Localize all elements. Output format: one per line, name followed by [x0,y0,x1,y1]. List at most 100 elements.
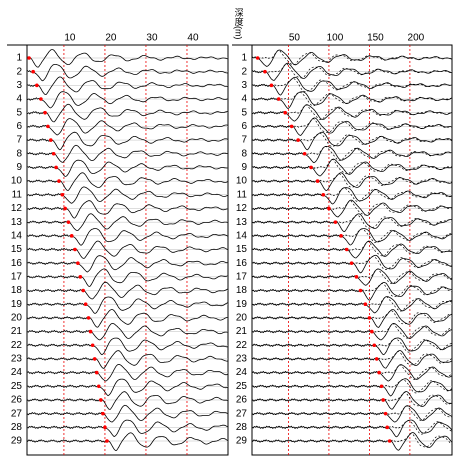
first-arrival-pick [51,151,56,156]
depth-tick-label: 5 [16,107,22,118]
depth-tick-label: 12 [11,203,23,214]
first-arrival-pick [385,425,390,430]
first-arrival-pick [96,384,101,389]
first-arrival-pick [372,343,377,348]
waveform [26,64,229,82]
waveform [26,118,229,136]
waveform [251,350,453,369]
waveform [251,76,453,96]
first-arrival-pick [35,83,39,88]
waveform-dashed [251,420,453,435]
depth-tick-label: 25 [236,381,248,392]
waveform [251,117,453,136]
first-arrival-pick [103,425,107,430]
waveform [251,296,453,314]
first-arrival-pick [379,384,384,389]
first-arrival-pick [302,151,307,156]
waveform-dashed [251,187,453,203]
depth-tick-label: 17 [11,271,23,282]
waveform [251,281,453,301]
depth-tick-label: 24 [236,367,248,378]
waveform [26,159,229,177]
waveform [251,146,453,164]
depth-tick-label: 13 [236,217,248,228]
waveform-dashed [251,338,453,353]
waveform-dashed [251,91,453,107]
waveform [251,49,453,67]
first-arrival-pick [76,261,80,265]
waveform [26,337,228,356]
depth-tick-label: 23 [11,354,23,365]
waveform-dashed [251,104,453,120]
depth-tick-label: 5 [241,107,247,118]
depth-tick-label: 19 [236,299,248,310]
depth-tick-label: 7 [16,135,22,146]
waveform-dashed [251,310,453,325]
waveform [26,49,229,68]
first-arrival-pick [99,398,103,402]
x-tick-label: 200 [408,33,425,44]
waveform-dashed [251,405,453,421]
depth-tick-label: 21 [11,326,23,337]
first-arrival-pick [66,220,71,224]
depth-tick-label: 23 [236,354,248,365]
first-arrival-pick [321,192,326,197]
waveform [26,322,229,341]
first-arrival-pick [358,288,363,293]
waveform [26,432,229,452]
first-arrival-pick [381,398,385,402]
waveform-dashed [251,282,453,298]
first-arrival-pick [48,138,53,142]
first-arrival-pick [296,138,300,142]
waveform [26,350,229,369]
depth-tick-label: 22 [236,340,248,351]
first-arrival-pick [283,110,287,115]
depth-tick-label: 7 [241,135,247,146]
depth-tick-label: 15 [236,244,248,255]
first-arrival-pick [31,69,35,74]
first-arrival-pick [69,234,74,238]
waveform [26,172,229,191]
depth-tick-label: 22 [11,340,23,351]
depth-tick-label: 19 [11,299,23,310]
x-tick-label: 20 [105,33,117,44]
first-arrival-pick [367,316,372,320]
waveform-dashed [251,77,452,92]
waveform [26,255,228,273]
depth-tick-label: 20 [236,313,248,324]
depth-tick-label: 9 [16,162,22,173]
first-arrival-pick [63,206,67,211]
depth-tick-label: 13 [11,217,23,228]
waveform [251,391,452,410]
depth-label: 深度(m) [234,8,244,40]
first-arrival-pick [78,275,83,279]
first-arrival-pick [315,179,320,183]
waveform [26,363,229,382]
waveform [26,186,229,204]
waveform [26,228,229,246]
depth-tick-label: 6 [16,121,22,132]
depth-tick-label: 4 [16,94,22,105]
first-arrival-pick [83,302,88,307]
waveform [251,213,453,232]
depth-tick-label: 11 [237,189,248,200]
waveform-dashed [251,364,453,380]
first-arrival-pick [94,370,99,375]
x-tick-label: 40 [187,33,199,44]
first-arrival-pick [43,110,47,115]
depth-tick-label: 8 [16,148,22,159]
waveform [251,309,452,328]
depth-tick-label: 1 [16,53,22,64]
depth-tick-label: 18 [11,285,23,296]
depth-tick-label: 16 [236,258,248,269]
waveform-dashed [251,379,453,394]
waveform-dashed [251,228,453,244]
waveform [26,378,229,397]
waveform-dashed [251,132,453,147]
first-arrival-pick [101,411,105,416]
waveform-dashed [251,432,453,448]
waveform [26,144,229,163]
first-arrival-pick [363,302,368,307]
depth-tick-label: 3 [241,80,247,91]
